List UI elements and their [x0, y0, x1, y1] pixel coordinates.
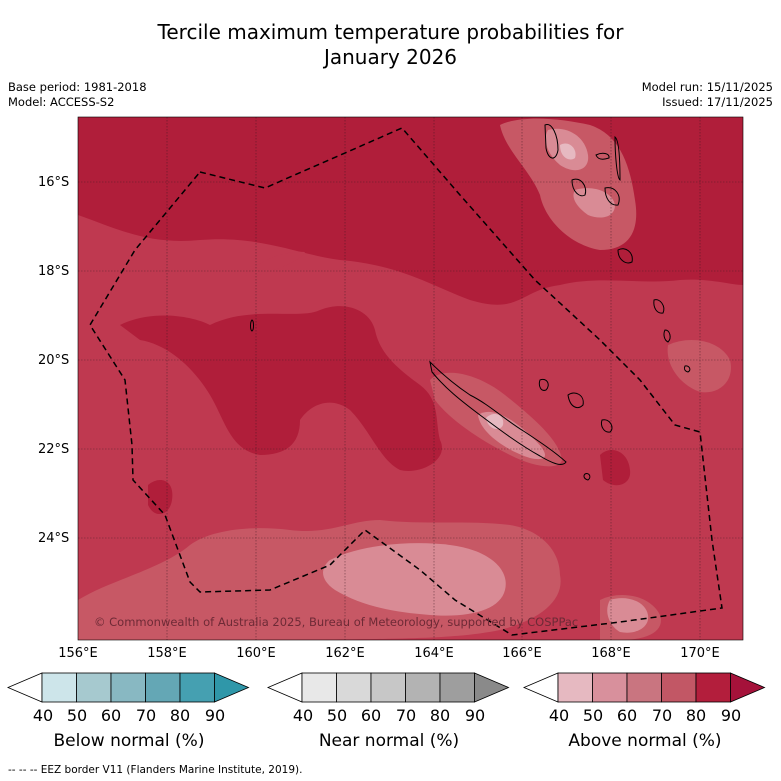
colorbar-segment	[41, 672, 77, 703]
lat-label: 18°S	[38, 264, 70, 279]
tick: 80	[169, 706, 191, 725]
colorbar-arrow-left	[266, 672, 303, 703]
below-normal-label: Below normal (%)	[53, 731, 205, 751]
vanuatu-island-7	[653, 299, 665, 314]
zone-70-80-northwest-patch	[245, 251, 305, 278]
zone-60-70-east	[667, 340, 731, 393]
copyright-text: © Commonwealth of Australia 2025, Bureau…	[94, 615, 579, 629]
colorbar-segment	[370, 672, 406, 703]
tick: 90	[464, 706, 486, 725]
base-period: Base period: 1981-2018	[8, 80, 147, 94]
map-area	[78, 117, 743, 640]
tick: 90	[720, 706, 742, 725]
lat-label: 20°S	[38, 353, 70, 368]
tick: 70	[135, 706, 157, 725]
colorbar-segment	[592, 672, 628, 703]
eez-footnote: -- -- -- EEZ border V11 (Flanders Marine…	[8, 764, 303, 776]
tick: 70	[651, 706, 673, 725]
lon-label: 156°E	[58, 646, 98, 661]
tick: 80	[429, 706, 451, 725]
lat-label: 24°S	[38, 531, 70, 546]
tick: 50	[326, 706, 348, 725]
tick: 60	[100, 706, 122, 725]
lon-label: 164°E	[414, 646, 454, 661]
zone-50-60-southeast	[323, 543, 506, 616]
coastlines	[250, 124, 691, 481]
colorbar-near	[266, 672, 510, 703]
tick: 50	[66, 706, 88, 725]
lon-label: 160°E	[236, 646, 276, 661]
vanuatu-island-2	[595, 152, 610, 160]
loyalty-island-2	[567, 392, 584, 408]
colorbar-segment	[110, 672, 146, 703]
tick: 60	[360, 706, 382, 725]
colorbar-segment	[626, 672, 662, 703]
lon-label: 166°E	[502, 646, 542, 661]
colorbar-segment	[76, 672, 112, 703]
vanuatu-island-3	[614, 135, 621, 181]
colorbar-segment	[695, 672, 731, 703]
title-line-2: January 2026	[323, 45, 458, 69]
colorbar-segment	[145, 672, 181, 703]
loyalty-island-1	[538, 378, 549, 391]
island-south	[583, 473, 591, 481]
near-normal-label: Near normal (%)	[318, 731, 460, 751]
lon-label: 158°E	[147, 646, 187, 661]
new-caledonia-coast	[429, 360, 567, 465]
colorbar-segment	[557, 672, 593, 703]
colorbar-arrow-right	[214, 672, 250, 703]
map-frame	[77, 116, 744, 641]
colorbar-arrow-right	[730, 672, 766, 703]
zone-80-90-central	[120, 306, 442, 471]
vanuatu-island-8	[663, 329, 671, 343]
tick: 70	[395, 706, 417, 725]
model-run: Model run: 15/11/2025	[641, 80, 773, 94]
zone-50-60-southeast-2	[607, 598, 649, 633]
zone-40-50-newcal	[486, 414, 504, 430]
colorbar-segment	[336, 672, 372, 703]
lon-label: 162°E	[325, 646, 365, 661]
eez-border	[89, 127, 723, 636]
island-west	[250, 319, 254, 332]
vanuatu-island-6	[617, 248, 633, 264]
zone-80-90-east	[600, 450, 631, 486]
model-name: Model: ACCESS-S2	[8, 95, 115, 109]
colorbar-arrow-right	[474, 672, 510, 703]
lon-label: 170°E	[680, 646, 720, 661]
lat-label: 16°S	[38, 175, 70, 190]
issued-date: Issued: 17/11/2025	[662, 95, 773, 109]
title-line-1: Tercile maximum temperature probabilitie…	[157, 20, 624, 44]
gridlines	[78, 117, 743, 640]
colorbar-segment	[439, 672, 475, 703]
colorbar-arrow-left	[522, 672, 559, 703]
colorbar-segment	[661, 672, 697, 703]
tick: 40	[32, 706, 54, 725]
island-east	[683, 365, 691, 373]
chart-title: Tercile maximum temperature probabilitie…	[0, 20, 781, 70]
lon-label: 168°E	[591, 646, 631, 661]
colorbar-above	[522, 672, 766, 703]
vanuatu-island-4	[571, 178, 587, 197]
colorbar-segment	[405, 672, 441, 703]
colorbar-segment	[179, 672, 215, 703]
zone-80-90-southwest	[148, 480, 173, 515]
zone-40-50-vanuatu	[560, 143, 576, 160]
above-normal-label: Above normal (%)	[568, 731, 722, 751]
tick: 40	[292, 706, 314, 725]
tick: 60	[616, 706, 638, 725]
tick: 40	[548, 706, 570, 725]
meta-right: Model run: 15/11/2025 Issued: 17/11/2025	[642, 80, 773, 110]
tick: 80	[685, 706, 707, 725]
loyalty-island-3	[601, 419, 613, 433]
lat-label: 22°S	[38, 442, 70, 457]
vanuatu-island-5	[604, 187, 620, 206]
colorbar-below	[6, 672, 250, 703]
tick: 90	[204, 706, 226, 725]
colorbar-segment	[301, 672, 337, 703]
meta-left: Base period: 1981-2018 Model: ACCESS-S2	[8, 80, 147, 110]
vanuatu-island-1	[544, 124, 559, 159]
colorbar-arrow-left	[6, 672, 43, 703]
tick: 50	[582, 706, 604, 725]
